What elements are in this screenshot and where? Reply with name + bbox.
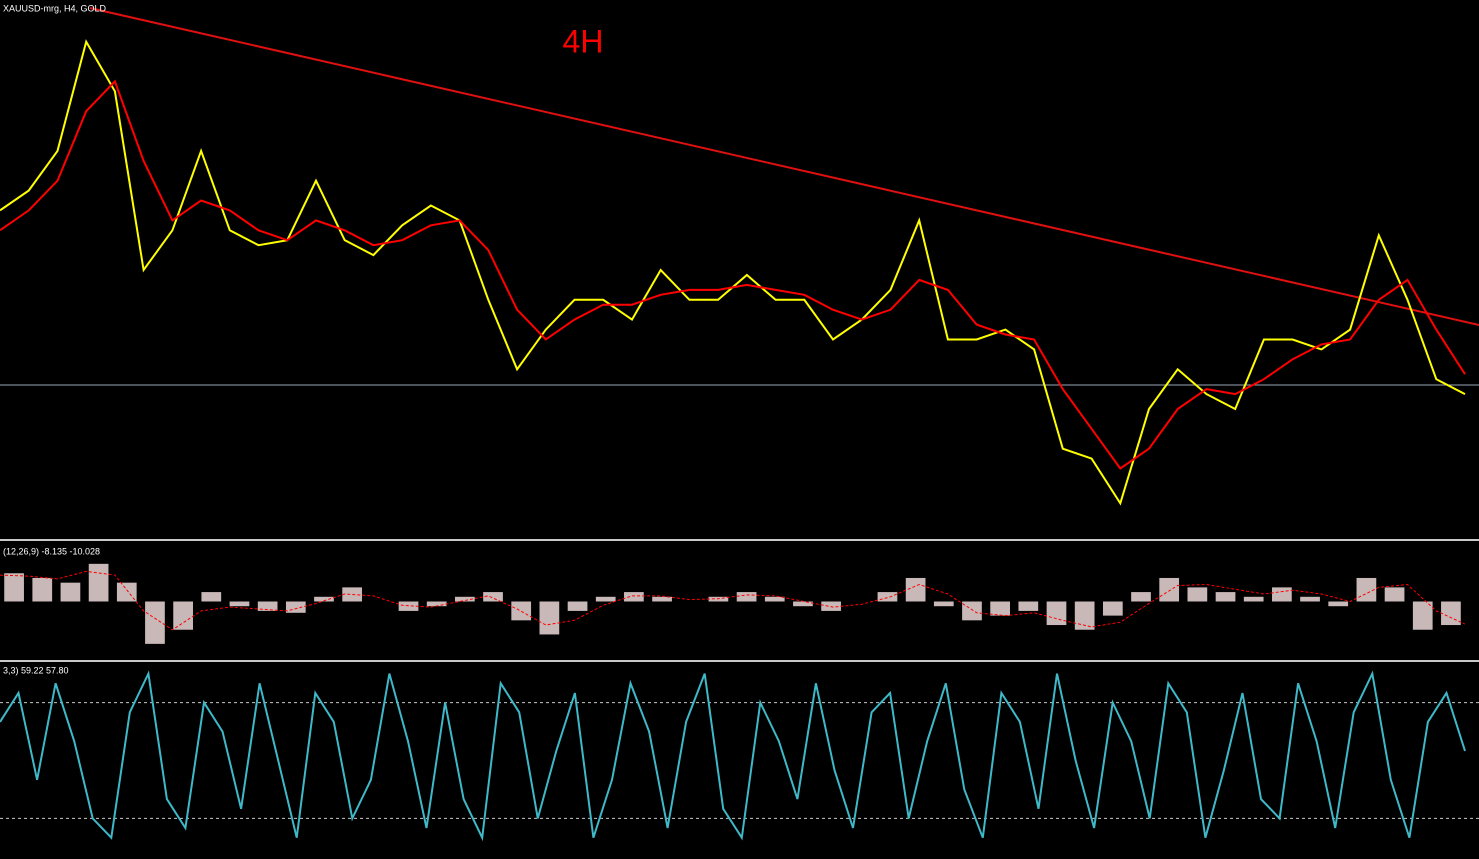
histogram-bar (539, 601, 560, 635)
histogram-bar (454, 596, 475, 602)
histogram-bar (483, 592, 503, 602)
histogram-bar (88, 563, 109, 602)
histogram-bar (1412, 601, 1433, 630)
histogram-bar (567, 601, 588, 611)
histogram-bar (652, 596, 672, 602)
histogram-bar (962, 601, 982, 621)
histogram-bar (1300, 596, 1320, 602)
histogram-bar (342, 587, 363, 602)
histogram-bar (1328, 601, 1349, 607)
histogram-bar (877, 592, 898, 602)
histogram-bar (145, 601, 165, 644)
timeframe-label: 4H (563, 23, 604, 59)
histogram-bar (511, 601, 532, 621)
histogram-bar (314, 596, 334, 602)
histogram-bar (285, 601, 306, 613)
panel-title: (12,26,9) -8.135 -10.028 (3, 546, 100, 556)
histogram-bar (1074, 601, 1095, 630)
series-line (0, 79, 1466, 470)
histogram-bar (1187, 587, 1208, 602)
series-line (0, 570, 1466, 631)
histogram-bar (793, 601, 813, 607)
trend-line (89, 7, 1479, 326)
histogram-bar (1243, 596, 1264, 602)
histogram-bar (595, 596, 616, 602)
histogram-bar (624, 592, 644, 602)
histogram-bar (32, 577, 53, 602)
histogram-bar (933, 601, 954, 607)
histogram-bar (398, 601, 419, 611)
series-line (0, 670, 1466, 842)
histogram-bar (1159, 577, 1180, 602)
histogram-bar (426, 601, 447, 607)
histogram-bar (116, 582, 137, 602)
histogram-bar (201, 592, 222, 602)
histogram-bar (1356, 577, 1377, 602)
histogram-bar (229, 601, 250, 607)
histogram-bar (60, 582, 81, 602)
histogram-bar (821, 601, 841, 611)
histogram-bar (1046, 601, 1067, 626)
histogram-bar (1215, 592, 1236, 602)
histogram-bar (173, 601, 193, 630)
histogram-bar (1384, 587, 1405, 602)
panel-title: 3,3) 59.22 57.80 (3, 665, 69, 675)
histogram-bar (1441, 601, 1461, 626)
histogram-bar (736, 592, 757, 602)
histogram-bar (1131, 592, 1151, 602)
histogram-bar (1102, 601, 1123, 616)
histogram-bar (1018, 601, 1039, 611)
histogram-bar (257, 601, 278, 611)
histogram-bar (764, 596, 785, 602)
histogram-bar (1272, 587, 1292, 602)
histogram-bar (990, 601, 1011, 616)
histogram-bar (905, 577, 926, 602)
panel-title: XAUUSD-mrg, H4, GOLD (3, 3, 107, 13)
histogram-bar (4, 573, 24, 602)
